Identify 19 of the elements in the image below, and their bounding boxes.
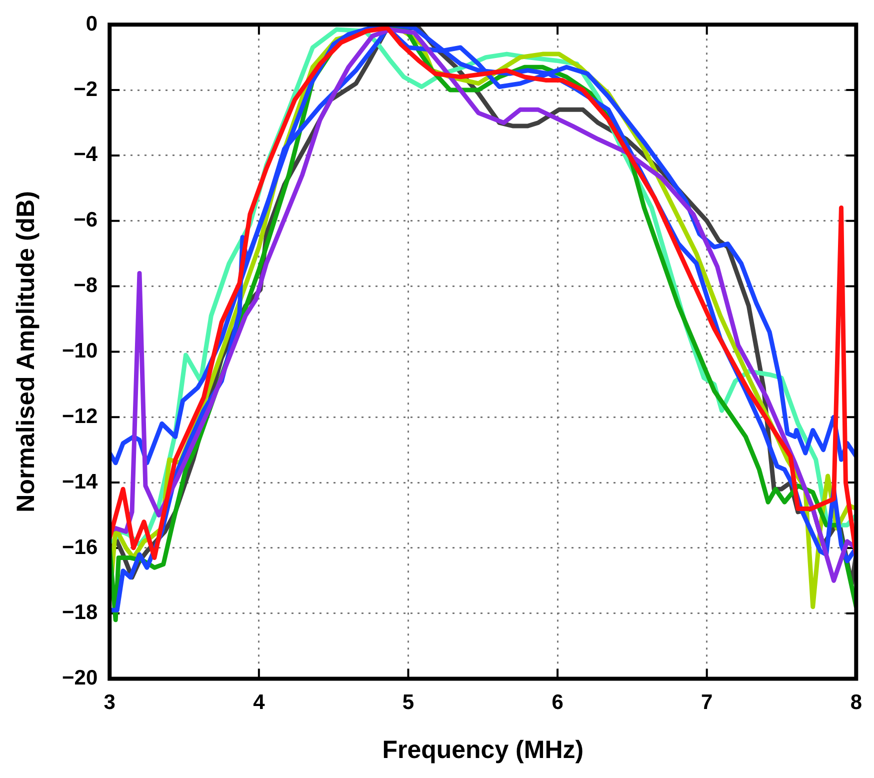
y-axis-title: Normalised Amplitude (dB) bbox=[12, 191, 40, 512]
x-tick-label: 7 bbox=[701, 691, 713, 714]
x-tick-label: 5 bbox=[402, 691, 414, 714]
x-tick-label: 3 bbox=[104, 691, 116, 714]
x-tick-label: 8 bbox=[850, 691, 862, 714]
y-tick-label: 0 bbox=[86, 12, 98, 36]
x-tick-label: 4 bbox=[253, 691, 266, 714]
x-axis-title: Frequency (MHz) bbox=[382, 736, 584, 764]
y-tick-label: −16 bbox=[62, 536, 98, 559]
y-tick-label: −4 bbox=[74, 143, 98, 166]
y-tick-label: −6 bbox=[74, 208, 98, 232]
y-tick-label: −10 bbox=[62, 339, 98, 362]
y-tick-label: −12 bbox=[62, 404, 98, 428]
y-tick-label: −20 bbox=[62, 666, 98, 690]
y-tick-label: −2 bbox=[74, 78, 98, 101]
x-tick-label: 6 bbox=[552, 691, 564, 714]
y-tick-label: −14 bbox=[62, 470, 98, 494]
y-tick-label: −18 bbox=[62, 601, 98, 624]
y-tick-label: −8 bbox=[74, 274, 98, 298]
